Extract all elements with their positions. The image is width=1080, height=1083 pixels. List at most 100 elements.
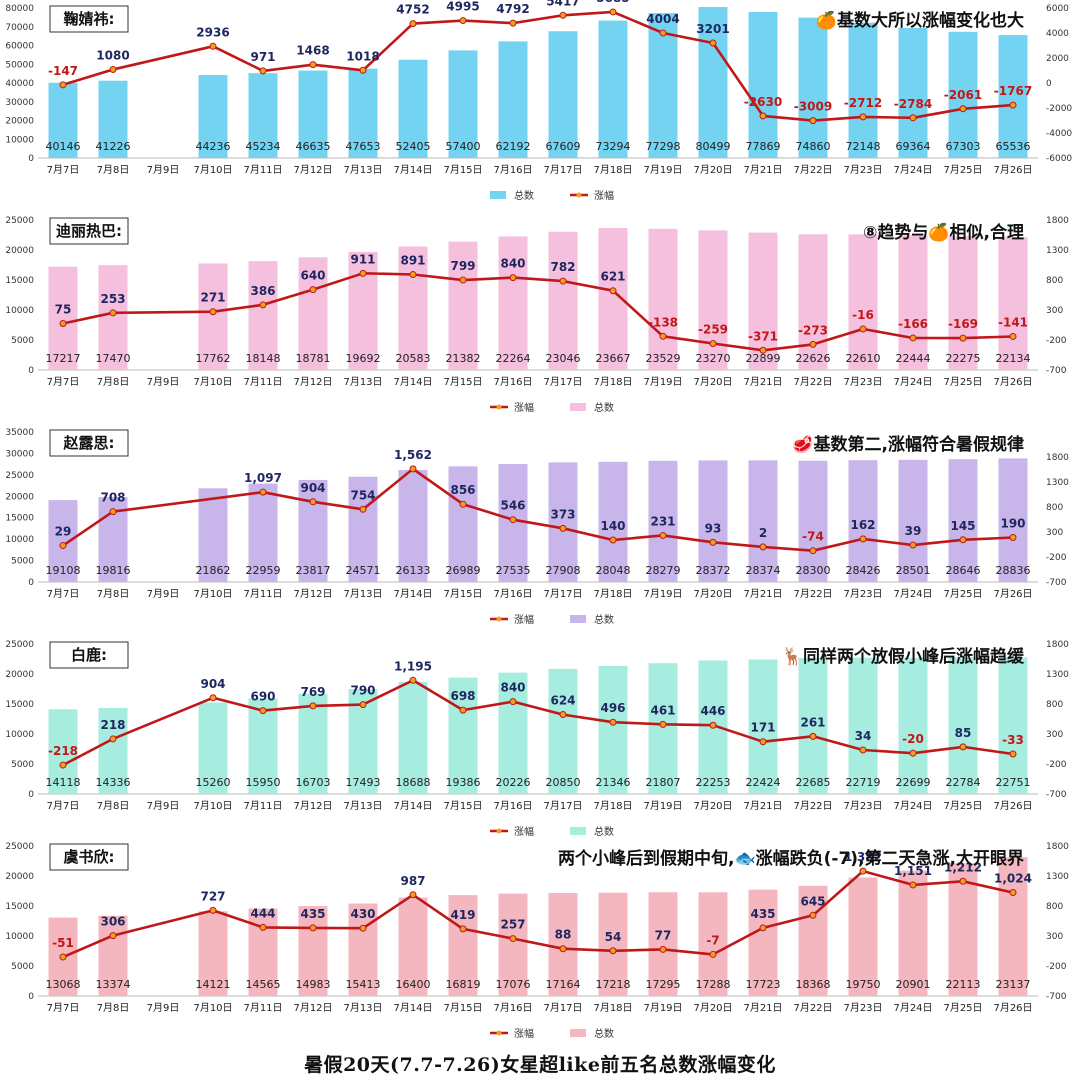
category-label: 7月18日 xyxy=(593,800,632,812)
bar-value-label: 41226 xyxy=(96,140,131,153)
bar-value-label: 19108 xyxy=(46,564,81,577)
right-tick-label: 1300 xyxy=(1046,670,1069,680)
line-point xyxy=(459,276,467,284)
left-tick-label: 0 xyxy=(28,790,34,800)
line-value-label: 624 xyxy=(550,694,575,708)
category-label: 7月17日 xyxy=(543,588,582,600)
chart-note: 两个小峰后到假期中旬,🐟涨幅跌负(-7),第二天急涨,大开眼界 xyxy=(558,848,1024,869)
left-tick-label: 40000 xyxy=(5,79,34,89)
category-label: 7月16日 xyxy=(493,164,532,176)
line-point xyxy=(859,746,867,754)
line-point xyxy=(759,738,767,746)
line-value-label: 461 xyxy=(650,703,675,717)
left-tick-label: 35000 xyxy=(5,428,34,438)
line-value-label: -51 xyxy=(52,936,74,950)
line-value-label: 727 xyxy=(200,889,225,903)
line-value-label: 4792 xyxy=(496,2,529,16)
bar-total xyxy=(248,73,278,158)
bar-value-label: 26133 xyxy=(396,564,431,577)
line-value-label: 840 xyxy=(500,257,525,271)
bar-total xyxy=(848,657,878,794)
bar-total xyxy=(448,677,478,794)
category-label: 7月11日 xyxy=(243,164,282,176)
line-point xyxy=(309,702,317,710)
bar-value-label: 17723 xyxy=(746,978,781,991)
bar-value-label: 23137 xyxy=(996,978,1031,991)
line-point xyxy=(609,536,617,544)
right-tick-label: -2000 xyxy=(1046,104,1072,114)
bar-total xyxy=(448,466,478,582)
chart-svg-4: 0 5000 10000 15000 20000 25000 -700 -200 300 800 1… xyxy=(5,640,1069,838)
category-label: 7月12日 xyxy=(293,1002,332,1014)
line-point xyxy=(809,547,817,555)
bar-total xyxy=(698,230,728,370)
bar-total xyxy=(398,59,428,158)
category-label: 7月12日 xyxy=(293,800,332,812)
bar-value-label: 22685 xyxy=(796,776,831,789)
bar-value-label: 21862 xyxy=(196,564,231,577)
bar-value-label: 67609 xyxy=(546,140,581,153)
bar-value-label: 18781 xyxy=(296,352,331,365)
category-label: 7月13日 xyxy=(343,376,382,388)
bar-total xyxy=(748,659,778,794)
line-value-label: 904 xyxy=(300,481,325,495)
bar-value-label: 22699 xyxy=(896,776,931,789)
bar-total xyxy=(898,27,928,158)
bar-total xyxy=(548,893,578,996)
line-point xyxy=(109,735,117,743)
left-tick-label: 30000 xyxy=(5,449,34,459)
line-point xyxy=(209,42,217,50)
line-point xyxy=(609,947,617,955)
line-point xyxy=(659,531,667,539)
bar-total xyxy=(998,857,1028,996)
line-value-label: 1,212 xyxy=(944,860,982,874)
bar-value-label: 20901 xyxy=(896,978,931,991)
line-value-label: 2 xyxy=(759,526,767,540)
bar-total xyxy=(98,265,128,370)
bar-value-label: 23270 xyxy=(696,352,731,365)
line-value-label: -138 xyxy=(648,315,678,329)
bar-value-label: 24571 xyxy=(346,564,381,577)
bar-total xyxy=(48,82,78,158)
line-point xyxy=(1009,534,1017,541)
line-point xyxy=(309,924,317,932)
bar-value-label: 22626 xyxy=(796,352,831,365)
bar-value-label: 45234 xyxy=(246,140,281,153)
bar-total xyxy=(248,698,278,794)
category-label: 7月19日 xyxy=(643,376,682,388)
left-tick-label: 10000 xyxy=(5,535,34,545)
bar-value-label: 28646 xyxy=(946,564,981,577)
bar-total xyxy=(748,11,778,159)
category-label: 7月19日 xyxy=(643,164,682,176)
line-value-label: 754 xyxy=(350,488,375,502)
bar-total xyxy=(198,75,228,158)
bar-total xyxy=(348,68,378,158)
bar-total xyxy=(848,22,878,158)
line-point xyxy=(59,953,67,961)
right-tick-label: -6000 xyxy=(1046,154,1072,164)
right-tick-label: -700 xyxy=(1046,790,1067,800)
line-point xyxy=(259,301,267,309)
line-value-label: 1,382 xyxy=(844,850,882,864)
right-tick-label: 6000 xyxy=(1046,4,1069,14)
bar-value-label: 22113 xyxy=(946,978,981,991)
line-point xyxy=(809,117,817,125)
bar-value-label: 23667 xyxy=(596,352,631,365)
legend-swatch-total xyxy=(570,1029,586,1037)
bar-total xyxy=(798,885,828,996)
line-point xyxy=(409,676,417,684)
category-label: 7月21日 xyxy=(743,800,782,812)
line-value-label: -169 xyxy=(948,317,978,331)
line-value-label: 93 xyxy=(705,521,722,535)
line-value-label: 987 xyxy=(400,874,425,888)
line-point xyxy=(859,535,867,543)
star-name-box xyxy=(49,217,129,245)
category-label: 7月14日 xyxy=(393,588,432,600)
right-tick-label: 300 xyxy=(1046,932,1063,942)
bar-value-label: 80499 xyxy=(696,140,731,153)
category-label: 7月21日 xyxy=(743,588,782,600)
bar-total xyxy=(548,668,578,794)
line-value-label: 444 xyxy=(250,906,275,920)
bar-value-label: 22424 xyxy=(746,776,781,789)
right-tick-label: 800 xyxy=(1046,276,1063,286)
